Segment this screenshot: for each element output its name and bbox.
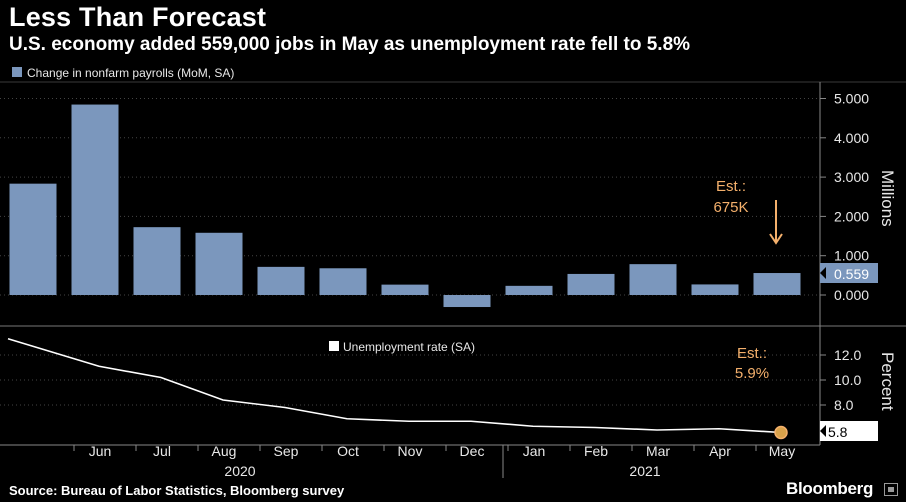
x-tick-label-sep: Sep bbox=[274, 443, 299, 459]
x-tick-label-aug: Aug bbox=[212, 443, 237, 459]
unemployment-estimate-value: 5.9% bbox=[735, 365, 769, 382]
top-tick-label: 0.000 bbox=[834, 287, 869, 303]
x-tick-label-apr: Apr bbox=[709, 443, 731, 459]
bar-aug-3 bbox=[195, 232, 243, 295]
unemployment-estimate-label: Est.: bbox=[737, 345, 767, 362]
bar-feb-9 bbox=[567, 273, 615, 295]
unemployment-last-point bbox=[774, 425, 788, 440]
line-legend-swatch bbox=[329, 341, 339, 351]
line-last-value-box bbox=[820, 421, 878, 441]
x-tick-label-may: May bbox=[769, 443, 795, 459]
bottom-y-axis-title: Percent bbox=[878, 352, 897, 411]
x-tick-label-dec: Dec bbox=[460, 443, 485, 459]
bar-legend-label: Change in nonfarm payrolls (MoM, SA) bbox=[27, 66, 234, 80]
top-tick-label: 5.000 bbox=[834, 91, 869, 107]
bar-apr-11 bbox=[691, 284, 739, 295]
line-last-value: 5.8 bbox=[828, 424, 848, 440]
bar-jun-1 bbox=[71, 104, 119, 295]
x-tick-label-nov: Nov bbox=[398, 443, 423, 459]
top-tick-label: 4.000 bbox=[834, 130, 869, 146]
bar-legend-swatch bbox=[12, 67, 22, 77]
terminal-icon bbox=[884, 483, 898, 496]
x-tick-label-jul: Jul bbox=[153, 443, 171, 459]
x-tick-label-feb: Feb bbox=[584, 443, 608, 459]
x-tick-label-oct: Oct bbox=[337, 443, 359, 459]
bar-jul-2 bbox=[133, 227, 181, 295]
x-tick-label-jun: Jun bbox=[89, 443, 112, 459]
chart-title: Less Than Forecast bbox=[9, 2, 267, 32]
x-tick-label-mar: Mar bbox=[646, 443, 670, 459]
bar-jan-8 bbox=[505, 285, 553, 295]
top-tick-label: 2.000 bbox=[834, 208, 869, 224]
bar-last-value: 0.559 bbox=[834, 266, 869, 282]
down-arrow-icon bbox=[769, 200, 783, 245]
source-note: Source: Bureau of Labor Statistics, Bloo… bbox=[9, 483, 345, 498]
top-tick-label: 3.000 bbox=[834, 169, 869, 185]
bar-may-12 bbox=[753, 273, 801, 295]
payroll-estimate-value: 675K bbox=[713, 199, 748, 216]
payroll-estimate-label: Est.: bbox=[716, 178, 746, 195]
top-tick-label: 1.000 bbox=[834, 248, 869, 264]
bar-may-0 bbox=[9, 183, 57, 295]
bar-dec-7 bbox=[443, 295, 491, 308]
top-y-axis-title: Millions bbox=[878, 170, 897, 227]
bar-mar-10 bbox=[629, 264, 677, 295]
year-label-2021: 2021 bbox=[629, 463, 660, 479]
bar-last-value-notch bbox=[820, 267, 826, 279]
line-last-value-notch bbox=[820, 425, 826, 437]
bar-last-value-box bbox=[820, 263, 878, 283]
line-legend-label: Unemployment rate (SA) bbox=[343, 340, 475, 354]
brand-logo: Bloomberg bbox=[786, 479, 874, 498]
x-tick-label-jan: Jan bbox=[523, 443, 546, 459]
unemployment-line bbox=[7, 337, 782, 434]
bottom-tick-label: 8.0 bbox=[834, 397, 854, 413]
bar-sep-4 bbox=[257, 266, 305, 295]
chart-subtitle: U.S. economy added 559,000 jobs in May a… bbox=[9, 34, 691, 55]
bottom-tick-label: 10.0 bbox=[834, 372, 861, 388]
year-label-2020: 2020 bbox=[224, 463, 255, 479]
bar-oct-5 bbox=[319, 268, 367, 295]
bottom-tick-label: 12.0 bbox=[834, 347, 861, 363]
bar-nov-6 bbox=[381, 284, 429, 295]
